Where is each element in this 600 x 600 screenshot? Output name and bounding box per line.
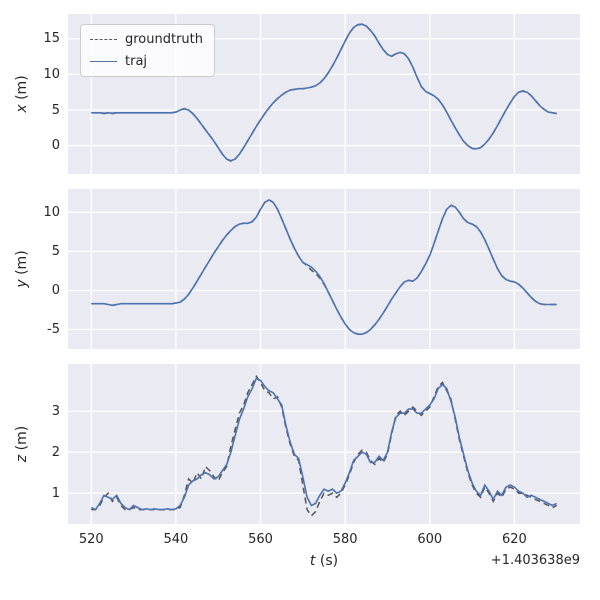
legend: groundtruth traj xyxy=(80,24,216,77)
legend-item-traj: traj xyxy=(90,54,203,69)
traj-line xyxy=(91,23,557,162)
subplot-y xyxy=(68,189,580,349)
x-tick-label: 560 xyxy=(248,532,273,547)
subplot-z xyxy=(68,364,580,524)
y-tick-label: -5 xyxy=(47,321,60,337)
plot-area-z xyxy=(68,364,580,524)
x-axis-offset-label: +1.403638e9 xyxy=(490,553,580,568)
y-tick-label: 3 xyxy=(51,403,60,419)
y-tick-label: 0 xyxy=(51,282,60,298)
y-tick-label: 10 xyxy=(43,204,60,220)
y-tick-label: 15 xyxy=(43,31,60,47)
x-tick-label: 540 xyxy=(163,532,189,547)
legend-label-groundtruth: groundtruth xyxy=(125,32,204,47)
y-tick-label: 2 xyxy=(51,444,60,460)
x-tick-label: 600 xyxy=(417,532,443,547)
x-tick-label: 520 xyxy=(78,532,104,547)
groundtruth-line-sample xyxy=(90,39,117,40)
legend-item-groundtruth: groundtruth xyxy=(90,32,203,47)
x-tick-label: 620 xyxy=(501,532,527,547)
xlabel: t (s) xyxy=(309,553,339,569)
y-tick-label: 0 xyxy=(51,138,60,154)
traj-line-sample xyxy=(90,61,117,62)
legend-label-traj: traj xyxy=(125,54,148,69)
traj-line xyxy=(90,377,558,511)
x-tick-label: 580 xyxy=(332,532,358,547)
y-tick-label: 1 xyxy=(51,485,60,501)
traj-line xyxy=(91,198,557,335)
y-tick-label: 10 xyxy=(43,66,60,82)
y-tick-label: 5 xyxy=(51,243,60,259)
groundtruth-line xyxy=(91,374,558,517)
groundtruth-line xyxy=(91,199,557,335)
y-tick-label: 5 xyxy=(51,102,60,118)
plot-area-y xyxy=(68,189,580,349)
